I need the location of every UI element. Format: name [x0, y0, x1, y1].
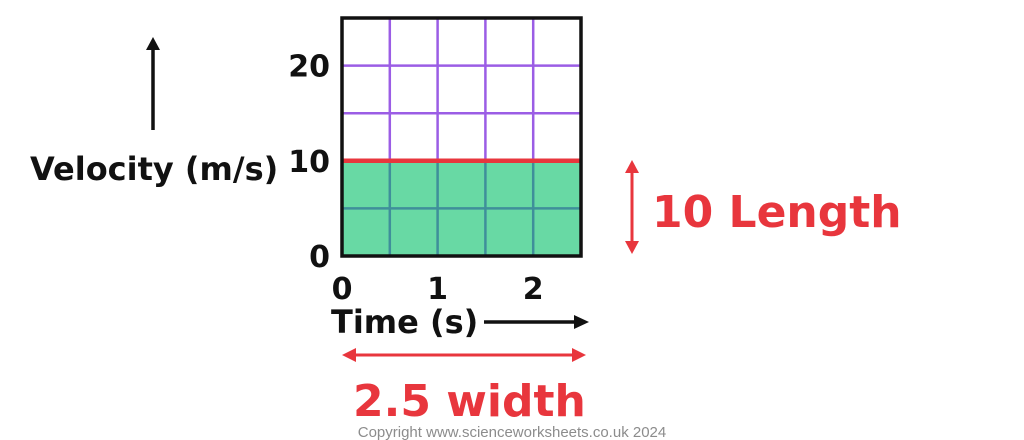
x-tick-label: 0 — [332, 272, 353, 307]
x-tick-label: 2 — [523, 272, 544, 307]
width-arrowhead-right — [572, 348, 586, 362]
width-dimension-arrow — [342, 348, 586, 362]
height-annotation: 10 Length — [652, 187, 902, 238]
y-tick-label: 20 — [288, 50, 330, 85]
y-tick-label: 0 — [309, 240, 330, 275]
x-axis-arrowhead — [574, 315, 589, 329]
copyright-text: Copyright www.scienceworksheets.co.uk 20… — [358, 424, 666, 440]
width-arrowhead-left — [342, 348, 356, 362]
y-axis-label: Velocity (m/s) — [30, 150, 278, 188]
x-tick-label: 1 — [427, 272, 448, 307]
y-tick-label: 10 — [288, 145, 330, 180]
width-annotation: 2.5 width — [353, 376, 586, 427]
plot-border — [340, 16, 583, 258]
plot-area: 0 10 20 0 1 2 — [288, 16, 583, 307]
y-axis-arrowhead — [146, 37, 160, 50]
height-arrowhead-top — [625, 160, 639, 173]
height-arrowhead-bottom — [625, 241, 639, 254]
x-axis-label: Time (s) — [331, 303, 478, 341]
height-dimension-arrow — [625, 160, 639, 254]
